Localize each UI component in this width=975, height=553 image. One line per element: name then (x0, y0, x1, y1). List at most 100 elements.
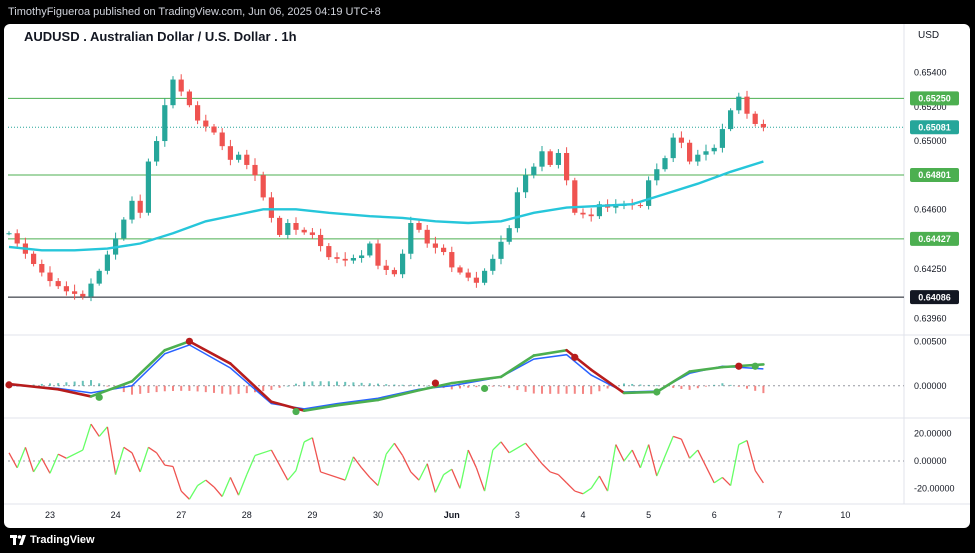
oscillator-line-segment (197, 479, 207, 487)
tradingview-brand[interactable]: TradingView (30, 534, 95, 546)
macd-histogram-bar (491, 385, 494, 387)
candle-body (203, 120, 209, 127)
macd-histogram-bar (623, 383, 625, 386)
macd-histogram-bar (565, 385, 568, 394)
macd-histogram-bar (360, 382, 363, 386)
candle-body (383, 265, 389, 270)
signal-line-segment (56, 388, 93, 398)
macd-histogram-bar (98, 383, 101, 386)
signal-line-segment (89, 380, 134, 398)
macd-histogram-bar (762, 385, 765, 394)
candle-body (178, 79, 184, 92)
macd-histogram-bar (57, 383, 60, 386)
currency-label[interactable]: USD (918, 30, 940, 41)
macd-histogram-bar (598, 385, 601, 392)
oscillator-line-segment (590, 475, 600, 489)
oscillator-line-segment (311, 437, 322, 473)
oscillator-line-segment (402, 455, 412, 473)
level-price-badge (910, 168, 959, 183)
oscillator-line-segment (148, 446, 157, 454)
oscillator-line-segment (16, 447, 27, 469)
macd-histogram-bar (311, 381, 314, 386)
oscillator-line-segment (90, 423, 100, 437)
chart-canvas[interactable]: 0.63960 0.64250 0.64600 0.65000 0.65200 0.654… (4, 24, 970, 528)
candle-body (539, 151, 545, 167)
date-tick-label: 29 (307, 510, 317, 520)
macd-histogram-bar (639, 384, 642, 386)
candle-body (244, 154, 250, 165)
oscillator-line-segment (24, 447, 35, 473)
candle-body (375, 243, 381, 266)
macd-histogram-bar (122, 385, 125, 393)
signal-line-segment (229, 362, 273, 404)
candle-body (523, 175, 529, 193)
macd-histogram-bar (721, 383, 724, 386)
candle-body (654, 169, 660, 181)
macd-histogram-bar (746, 385, 748, 389)
candle-body (416, 223, 422, 230)
oscillator-line-segment (689, 449, 699, 459)
oscillator-line-segment (164, 464, 174, 468)
macd-histogram-bar (631, 383, 634, 386)
candle-body (227, 146, 233, 160)
candle-body (80, 293, 86, 297)
macd-histogram-bar (393, 384, 396, 386)
price-tick-label: 0.65400 (914, 68, 947, 78)
date-tick-label: 10 (840, 510, 850, 520)
macd-histogram-bar (549, 385, 552, 394)
signal-cross-marker (571, 353, 579, 361)
macd-histogram-bar (655, 385, 658, 387)
candle-body (564, 152, 570, 181)
macd-histogram-bar (336, 381, 338, 386)
oscillator-line-segment (475, 467, 486, 492)
macd-tick-label: 0.00000 (914, 381, 947, 391)
candle-body (703, 151, 709, 155)
macd-histogram-bar (147, 385, 150, 393)
candle-body (129, 200, 135, 220)
candle-body (547, 151, 553, 165)
date-tick-label: 3 (515, 510, 520, 520)
oscillator-line-segment (549, 471, 559, 476)
oscillator-line-segment (237, 474, 248, 496)
macd-histogram-bar (582, 385, 584, 394)
oscillator-tick-label: -20.00000 (914, 483, 955, 493)
candle-body (441, 247, 447, 253)
oscillator-line-segment (566, 482, 576, 492)
macd-histogram-bar (409, 384, 412, 386)
oscillator-line-segment (615, 444, 625, 462)
oscillator-line-segment (229, 477, 240, 496)
macd-histogram-bar (155, 385, 158, 393)
level-price-badge (910, 231, 959, 246)
price-tick-label: 0.65000 (914, 136, 947, 146)
oscillator-line-segment (295, 441, 305, 471)
signal-line-segment (688, 365, 724, 373)
macd-histogram-bar (647, 384, 650, 386)
tradingview-logo-icon[interactable] (10, 534, 26, 546)
oscillator-line-segment (500, 441, 510, 454)
oscillator-line-segment (713, 476, 723, 484)
macd-histogram-bar (196, 385, 199, 392)
signal-line-segment (376, 388, 421, 402)
oscillator-line-segment (246, 455, 256, 475)
candle-body (637, 205, 643, 207)
price-tick-label: 0.64250 (914, 264, 947, 274)
level-price-label: 0.64086 (918, 292, 951, 302)
oscillator-line-segment (443, 468, 453, 476)
signal-line-segment (302, 404, 339, 412)
candle-body (367, 243, 373, 256)
oscillator-line-segment (180, 490, 190, 500)
candle-body (285, 223, 291, 235)
candle-body (154, 141, 160, 162)
signal-line-segment (450, 375, 503, 385)
oscillator-line-segment (729, 444, 740, 486)
oscillator-line-segment (393, 442, 404, 456)
oscillator-line-segment (680, 438, 691, 459)
macd-histogram-bar (106, 385, 109, 387)
signal-line-segment (565, 348, 593, 372)
candle-body (277, 217, 283, 235)
macd-histogram-bar (688, 385, 691, 390)
oscillator-line-segment (172, 466, 182, 492)
oscillator-line-segment (254, 449, 272, 457)
candle-body (736, 96, 742, 111)
